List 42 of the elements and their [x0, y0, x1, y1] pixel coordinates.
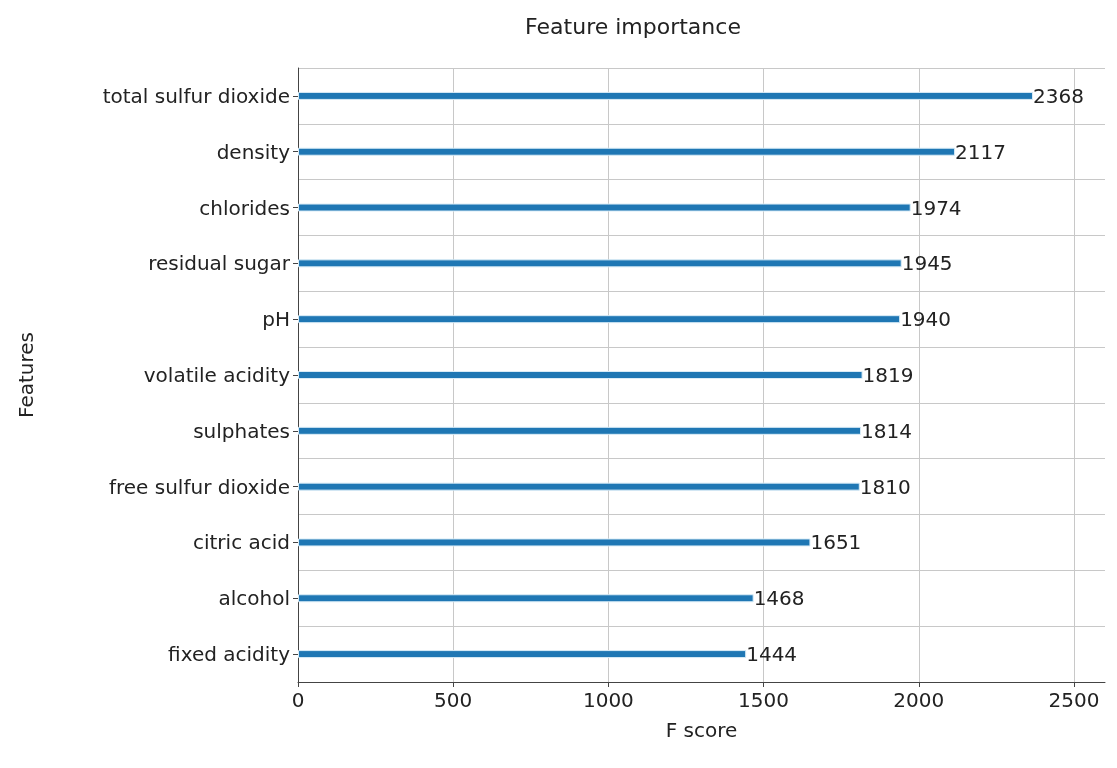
data-label: 1974: [910, 195, 962, 220]
x-tick-label: 2500: [1048, 688, 1100, 712]
y-tick-label: volatile acidity: [143, 363, 291, 387]
y-tick-label: fixed acidity: [168, 642, 291, 667]
data-label: 1651: [810, 530, 862, 555]
x-tick-label: 1000: [582, 688, 634, 712]
y-tick-label: chlorides: [199, 195, 290, 220]
y-tick-label: total sulfur dioxide: [102, 83, 290, 108]
x-tick-label: 500: [434, 688, 473, 712]
data-label: 1444: [746, 642, 798, 667]
y-tick-label: alcohol: [218, 586, 290, 611]
x-tick-label: 0: [291, 688, 305, 712]
bar: [298, 147, 956, 156]
bar: [298, 315, 901, 324]
y-tick-label: residual sugar: [148, 251, 291, 276]
bar: [298, 259, 902, 268]
x-tick-label: 1500: [738, 688, 790, 712]
bar: [298, 426, 862, 435]
y-tick-label: sulphates: [193, 418, 290, 443]
x-axis-title: F score: [665, 718, 738, 742]
bar: [298, 91, 1033, 100]
y-tick-label: pH: [262, 307, 290, 332]
bar: [298, 594, 754, 603]
bar: [298, 482, 860, 491]
data-label: 1819: [862, 363, 914, 387]
y-tick-label: density: [216, 139, 291, 164]
chart-title: Feature importance: [525, 13, 741, 39]
bar: [298, 650, 747, 659]
data-label: 1940: [900, 307, 952, 332]
x-tick-label: 2000: [893, 688, 945, 712]
data-label: 1810: [859, 474, 911, 499]
y-tick-label: free sulfur dioxide: [108, 474, 290, 499]
data-label: 1814: [861, 418, 912, 443]
bar: [298, 203, 911, 212]
data-label: 1468: [753, 586, 805, 611]
bar: [298, 538, 811, 547]
bar: [298, 371, 863, 379]
y-tick-label: citric acid: [192, 530, 290, 555]
data-label: 1945: [901, 251, 953, 276]
y-axis-title: Features: [14, 332, 38, 418]
data-label: 2368: [1032, 83, 1084, 108]
data-label: 2117: [955, 139, 1006, 164]
